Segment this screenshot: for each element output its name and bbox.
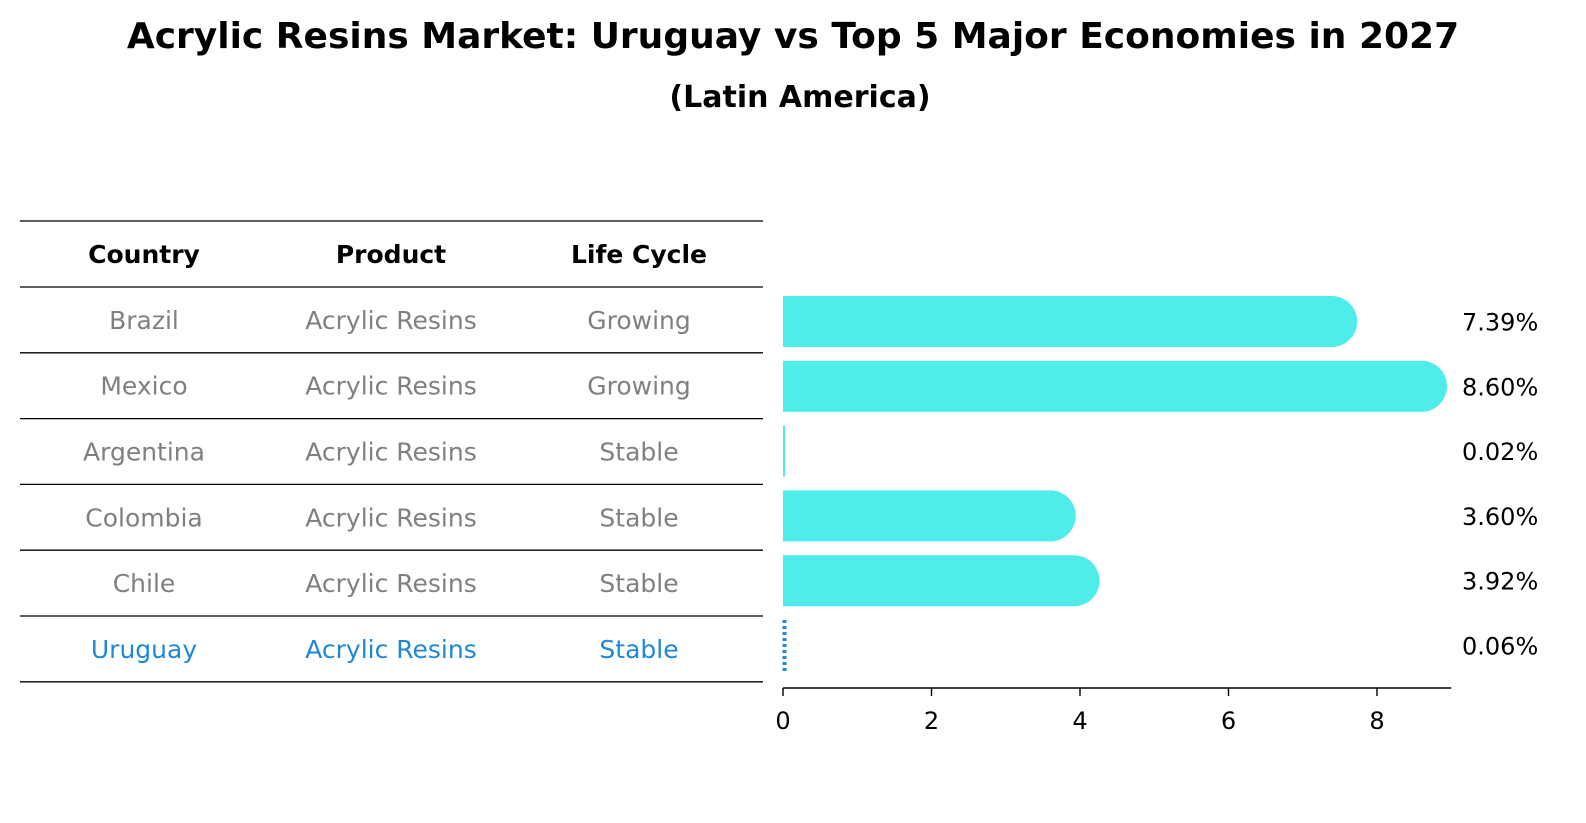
bar <box>783 360 1448 412</box>
table-cell-country: Colombia <box>85 503 202 532</box>
table-cell-product: Acrylic Resins <box>305 635 477 664</box>
data-label: 8.60% <box>1462 373 1538 401</box>
x-tick-label: 4 <box>1072 707 1087 735</box>
header-product: Product <box>336 240 446 269</box>
data-label: 3.60% <box>1462 503 1538 531</box>
table-cell-life-cycle: Growing <box>587 372 691 401</box>
table-cell-life-cycle: Stable <box>599 438 678 467</box>
data-label: 0.02% <box>1462 438 1538 466</box>
bar <box>783 490 1076 542</box>
table-cell-country: Mexico <box>100 372 187 401</box>
table-cell-product: Acrylic Resins <box>305 372 477 401</box>
table-cell-country: Uruguay <box>91 635 197 664</box>
data-label: 7.39% <box>1462 309 1538 337</box>
table-cell-life-cycle: Stable <box>599 635 678 664</box>
table-cell-country: Argentina <box>83 438 205 467</box>
table-cell-life-cycle: Stable <box>599 503 678 532</box>
chart-title: Acrylic Resins Market: Uruguay vs Top 5 … <box>126 16 1460 57</box>
chart-subtitle: (Latin America) <box>669 80 931 115</box>
table-cell-product: Acrylic Resins <box>305 569 477 598</box>
data-label: 3.92% <box>1462 568 1538 596</box>
bar <box>783 555 1100 607</box>
x-tick-label: 2 <box>924 707 939 735</box>
x-tick-label: 6 <box>1221 707 1236 735</box>
table-cell-life-cycle: Growing <box>587 306 691 335</box>
data-label: 0.06% <box>1462 633 1538 661</box>
header-life-cycle: Life Cycle <box>571 240 707 269</box>
bar <box>783 296 1358 347</box>
table-cell-life-cycle: Stable <box>599 569 678 598</box>
table-cell-product: Acrylic Resins <box>305 438 477 467</box>
x-tick-label: 8 <box>1369 707 1384 735</box>
table-cell-product: Acrylic Resins <box>305 503 477 532</box>
table-cell-country: Chile <box>113 569 176 598</box>
table-cell-product: Acrylic Resins <box>305 306 477 335</box>
table-cell-country: Brazil <box>109 306 179 335</box>
x-tick-label: 0 <box>775 707 790 735</box>
bar <box>783 425 785 477</box>
header-country: Country <box>88 240 200 269</box>
